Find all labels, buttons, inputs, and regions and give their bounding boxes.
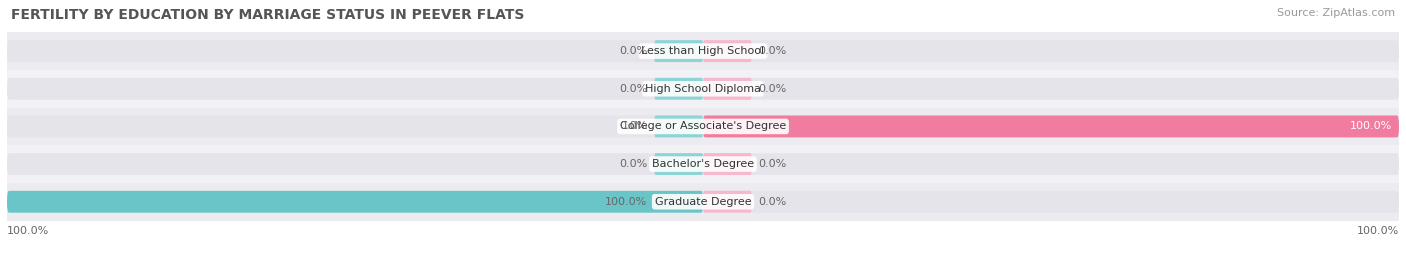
Text: 0.0%: 0.0%: [759, 46, 787, 56]
Text: Graduate Degree: Graduate Degree: [655, 197, 751, 207]
FancyBboxPatch shape: [703, 78, 752, 100]
Text: 0.0%: 0.0%: [759, 84, 787, 94]
Text: Bachelor's Degree: Bachelor's Degree: [652, 159, 754, 169]
Text: 100.0%: 100.0%: [7, 226, 49, 236]
Text: FERTILITY BY EDUCATION BY MARRIAGE STATUS IN PEEVER FLATS: FERTILITY BY EDUCATION BY MARRIAGE STATU…: [11, 8, 524, 22]
Text: 0.0%: 0.0%: [619, 121, 647, 132]
Bar: [7, 145, 1399, 183]
Text: 0.0%: 0.0%: [619, 84, 647, 94]
Text: 100.0%: 100.0%: [1350, 121, 1392, 132]
FancyBboxPatch shape: [7, 191, 703, 213]
FancyBboxPatch shape: [7, 153, 1399, 175]
FancyBboxPatch shape: [654, 78, 703, 100]
FancyBboxPatch shape: [654, 153, 703, 175]
Bar: [7, 108, 1399, 145]
Bar: [7, 70, 1399, 108]
Bar: [7, 32, 1399, 70]
FancyBboxPatch shape: [7, 40, 1399, 62]
Text: 0.0%: 0.0%: [619, 46, 647, 56]
Text: 0.0%: 0.0%: [759, 197, 787, 207]
FancyBboxPatch shape: [703, 191, 752, 213]
FancyBboxPatch shape: [7, 115, 1399, 137]
FancyBboxPatch shape: [7, 191, 1399, 213]
Text: 100.0%: 100.0%: [605, 197, 647, 207]
Text: 100.0%: 100.0%: [1357, 226, 1399, 236]
FancyBboxPatch shape: [703, 40, 752, 62]
Bar: [7, 183, 1399, 221]
FancyBboxPatch shape: [654, 40, 703, 62]
Text: 0.0%: 0.0%: [759, 159, 787, 169]
Text: Less than High School: Less than High School: [641, 46, 765, 56]
FancyBboxPatch shape: [703, 115, 1399, 137]
Text: College or Associate's Degree: College or Associate's Degree: [620, 121, 786, 132]
FancyBboxPatch shape: [703, 153, 752, 175]
Text: Source: ZipAtlas.com: Source: ZipAtlas.com: [1277, 8, 1395, 18]
Text: High School Diploma: High School Diploma: [645, 84, 761, 94]
Text: 0.0%: 0.0%: [619, 159, 647, 169]
FancyBboxPatch shape: [654, 115, 703, 137]
FancyBboxPatch shape: [7, 78, 1399, 100]
